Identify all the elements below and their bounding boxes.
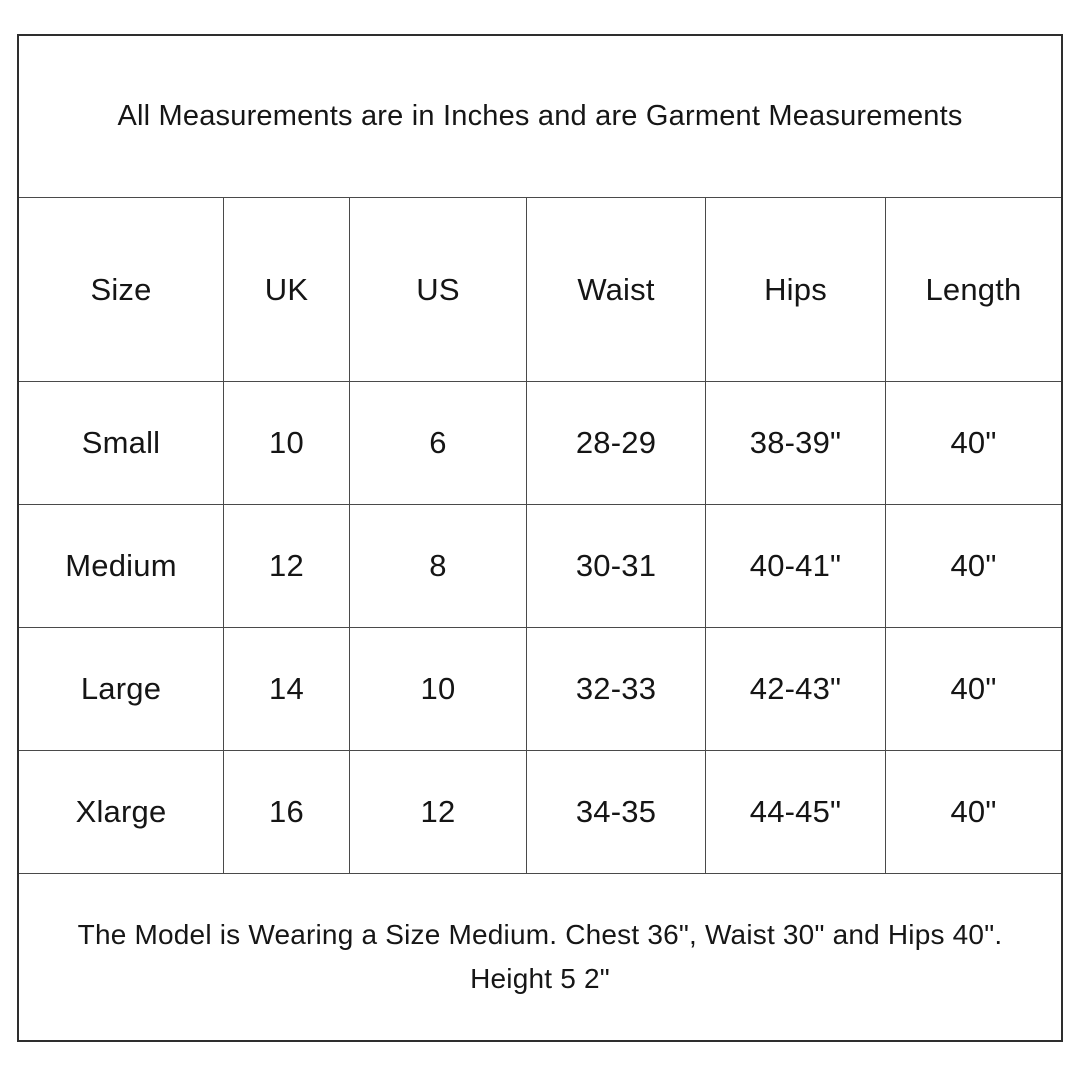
table-cell: 42-43" xyxy=(706,628,886,751)
table-cell: 44-45" xyxy=(706,751,886,874)
table-cell: 14 xyxy=(224,628,350,751)
table-cell: 10 xyxy=(350,628,527,751)
size-table-grid: Size UK US Waist Hips Length Small 10 6 … xyxy=(19,197,1061,874)
model-note: The Model is Wearing a Size Medium. Ches… xyxy=(19,874,1061,1040)
column-header-hips: Hips xyxy=(706,198,886,382)
table-cell: 32-33 xyxy=(527,628,706,751)
table-cell: 8 xyxy=(350,505,527,628)
table-cell: 10 xyxy=(224,382,350,505)
column-header-length: Length xyxy=(886,198,1061,382)
size-label-small: Small xyxy=(19,382,224,505)
table-cell: 16 xyxy=(224,751,350,874)
model-note-line-1: The Model is Wearing a Size Medium. Ches… xyxy=(77,919,1003,950)
table-cell: 40" xyxy=(886,628,1061,751)
size-label-large: Large xyxy=(19,628,224,751)
table-cell: 40-41" xyxy=(706,505,886,628)
table-cell: 40" xyxy=(886,382,1061,505)
measurements-note-text: All Measurements are in Inches and are G… xyxy=(117,100,963,132)
table-cell: 12 xyxy=(224,505,350,628)
table-cell: 38-39" xyxy=(706,382,886,505)
measurements-note: All Measurements are in Inches and are G… xyxy=(19,36,1061,197)
column-header-uk: UK xyxy=(224,198,350,382)
size-label-xlarge: Xlarge xyxy=(19,751,224,874)
size-label-medium: Medium xyxy=(19,505,224,628)
column-header-waist: Waist xyxy=(527,198,706,382)
table-cell: 6 xyxy=(350,382,527,505)
size-chart-table: All Measurements are in Inches and are G… xyxy=(17,34,1063,1042)
table-cell: 12 xyxy=(350,751,527,874)
table-cell: 40" xyxy=(886,505,1061,628)
column-header-size: Size xyxy=(19,198,224,382)
table-cell: 30-31 xyxy=(527,505,706,628)
table-cell: 40" xyxy=(886,751,1061,874)
column-header-us: US xyxy=(350,198,527,382)
table-cell: 28-29 xyxy=(527,382,706,505)
model-note-line-2: Height 5 2" xyxy=(470,963,610,994)
table-cell: 34-35 xyxy=(527,751,706,874)
